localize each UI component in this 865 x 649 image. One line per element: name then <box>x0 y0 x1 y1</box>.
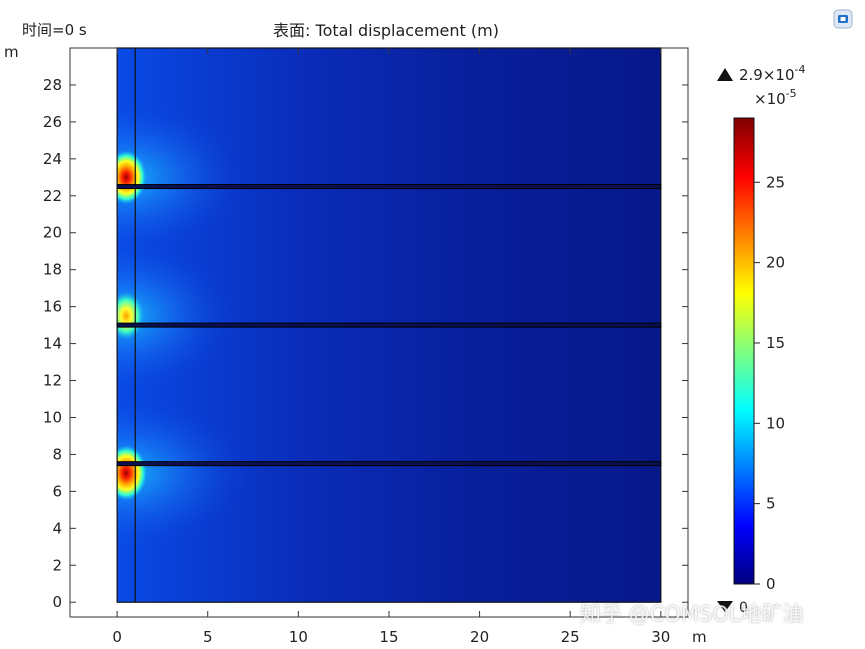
min-marker-icon <box>717 601 733 612</box>
y-tick-label: 28 <box>43 76 62 94</box>
y-tick-label: 2 <box>52 556 62 574</box>
x-tick-label: 0 <box>112 628 122 646</box>
horizontal-layer-2 <box>116 184 662 190</box>
x-tick-label: 30 <box>651 628 670 646</box>
y-tick-label: 20 <box>43 224 62 242</box>
x-tick-label: 15 <box>379 628 398 646</box>
colorbar-min-label: 0 <box>739 600 748 616</box>
x-tick-label: 10 <box>289 628 308 646</box>
colorbar: 0 5 10 15 20 25 2.9×10-4 ×10-5 0 <box>717 63 805 616</box>
y-tick-label: 6 <box>52 482 62 500</box>
y-tick-label: 18 <box>43 261 62 279</box>
x-tick-label: 25 <box>561 628 580 646</box>
colorbar-scale-exponent: -5 <box>786 87 797 100</box>
comsol-logo-icon <box>833 9 853 29</box>
colorbar-max-mantissa: 2.9×10 <box>739 66 795 84</box>
y-tick-label: 12 <box>43 372 62 390</box>
colorbar-tick-label: 10 <box>766 414 785 432</box>
plot-title: 表面: Total displacement (m) <box>273 21 499 40</box>
y-tick-label: 16 <box>43 298 62 316</box>
horizontal-layer-0 <box>116 461 662 467</box>
colorbar-tick-label: 0 <box>766 575 776 593</box>
hotspot-core-0 <box>117 445 148 501</box>
y-tick-label: 0 <box>52 593 62 611</box>
hotspot-glow-1 <box>117 238 238 394</box>
colorbar-tick-label: 20 <box>766 254 785 272</box>
colorbar-scale-label: ×10-5 <box>754 87 797 108</box>
colorbar-scale <box>733 117 755 585</box>
colorbar-max-exponent: -4 <box>795 63 806 76</box>
x-axis-unit: m <box>692 628 707 646</box>
max-marker-icon <box>717 68 733 81</box>
colorbar-scale-base: ×10 <box>754 90 786 108</box>
watermark: 知乎 @COMSOL地矿油 <box>580 602 804 626</box>
x-tick-label: 20 <box>470 628 489 646</box>
colorbar-tick-label: 5 <box>766 495 776 513</box>
x-axis: 0 5 10 15 20 25 30 <box>112 48 670 646</box>
y-tick-label: 4 <box>52 519 62 537</box>
time-label: 时间=0 s <box>22 21 87 39</box>
colorbar-max-label: 2.9×10-4 <box>739 63 805 84</box>
y-tick-label: 10 <box>43 408 62 426</box>
y-tick-label: 26 <box>43 113 62 131</box>
colorbar-tick-label: 25 <box>766 173 785 191</box>
y-tick-label: 22 <box>43 187 62 205</box>
horizontal-layer-1 <box>116 322 662 328</box>
x-tick-label: 5 <box>203 628 213 646</box>
hotspot-glow-2 <box>117 99 250 255</box>
y-tick-label: 14 <box>43 335 62 353</box>
y-axis-unit: m <box>4 43 19 61</box>
hotspot-core-2 <box>117 150 147 205</box>
hotspot-core-1 <box>117 291 145 341</box>
y-tick-label: 24 <box>43 150 62 168</box>
hotspot-glow-0 <box>117 395 254 551</box>
y-tick-label: 8 <box>52 445 62 463</box>
colorbar-tick-label: 15 <box>766 334 785 352</box>
